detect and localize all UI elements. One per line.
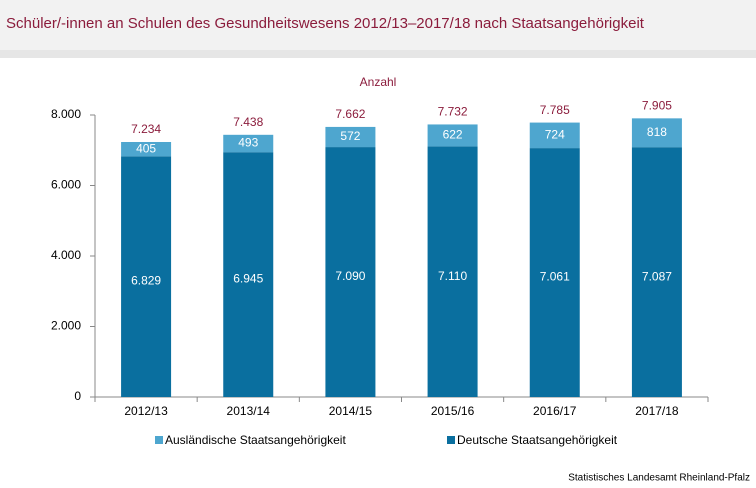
y-tick-label: 2.000 bbox=[51, 319, 81, 333]
y-tick-label: 4.000 bbox=[51, 248, 81, 262]
total-label: 7.234 bbox=[131, 122, 161, 136]
bar-segment bbox=[427, 124, 478, 147]
value-label: 7.087 bbox=[642, 269, 672, 283]
bar-segment bbox=[325, 126, 376, 148]
bar-segment bbox=[121, 142, 172, 157]
legend-label: Ausländische Staatsangehörigkeit bbox=[165, 433, 346, 447]
bar-segment bbox=[529, 148, 580, 397]
total-label: 7.438 bbox=[233, 115, 263, 129]
y-tick-label: 0 bbox=[74, 389, 81, 403]
y-axis-label: Anzahl bbox=[360, 75, 397, 89]
value-label: 572 bbox=[340, 129, 360, 143]
bar-segment bbox=[529, 122, 580, 149]
legend-swatch bbox=[155, 436, 163, 444]
value-label: 7.110 bbox=[438, 269, 467, 283]
x-tick-label: 2015/16 bbox=[431, 404, 475, 418]
y-tick-label: 6.000 bbox=[51, 178, 81, 192]
value-label: 622 bbox=[443, 128, 463, 142]
total-label: 7.662 bbox=[335, 107, 365, 121]
value-label: 493 bbox=[238, 136, 258, 150]
value-label: 405 bbox=[136, 141, 156, 155]
header: Schüler/-innen an Schulen des Gesundheit… bbox=[0, 0, 756, 58]
chart-title: Schüler/-innen an Schulen des Gesundheit… bbox=[6, 15, 644, 32]
x-tick-label: 2016/17 bbox=[533, 404, 577, 418]
bar-segment bbox=[223, 152, 274, 397]
value-label: 818 bbox=[647, 125, 667, 139]
x-tick-label: 2014/15 bbox=[329, 404, 373, 418]
total-label: 7.905 bbox=[642, 99, 672, 113]
legend-swatch bbox=[447, 436, 455, 444]
x-tick-label: 2013/14 bbox=[227, 404, 271, 418]
bar-segment bbox=[121, 156, 172, 397]
total-label: 7.732 bbox=[438, 105, 468, 119]
bar-segment bbox=[325, 147, 376, 397]
bar-segment bbox=[631, 118, 682, 148]
source: Statistisches Landesamt Rheinland-Pfalz bbox=[568, 473, 750, 484]
total-label: 7.785 bbox=[540, 103, 570, 117]
legend-label: Deutsche Staatsangehörigkeit bbox=[457, 433, 618, 447]
y-tick-label: 8.000 bbox=[51, 107, 81, 121]
bar-segment bbox=[223, 134, 274, 153]
value-label: 7.061 bbox=[540, 270, 570, 284]
value-label: 6.829 bbox=[131, 274, 161, 288]
value-label: 7.090 bbox=[335, 269, 365, 283]
x-tick-label: 2017/18 bbox=[635, 404, 679, 418]
x-tick-label: 2012/13 bbox=[124, 404, 168, 418]
bar-segment bbox=[631, 147, 682, 397]
bar-segment bbox=[427, 146, 478, 397]
value-label: 724 bbox=[545, 128, 565, 142]
value-label: 6.945 bbox=[233, 272, 263, 286]
